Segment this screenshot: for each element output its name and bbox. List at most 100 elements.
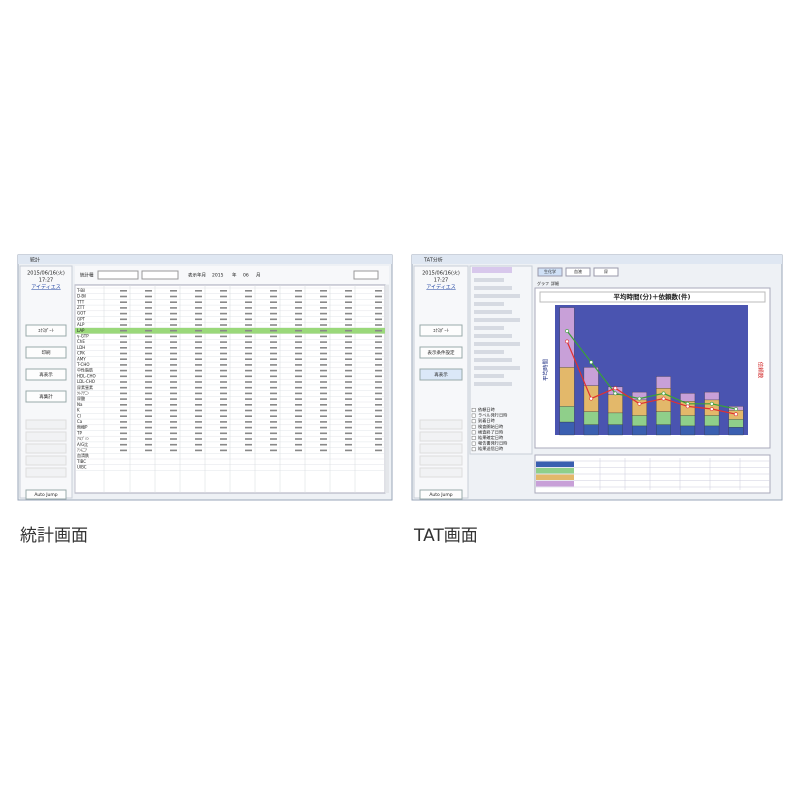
cell-value <box>145 290 152 292</box>
button[interactable] <box>25 346 67 359</box>
checkbox[interactable] <box>471 413 476 418</box>
cell-value <box>320 426 327 429</box>
dropdown[interactable] <box>97 270 139 280</box>
cell-value <box>320 409 327 412</box>
button[interactable] <box>25 489 67 500</box>
cell-value <box>220 438 227 440</box>
button[interactable] <box>419 467 463 478</box>
button[interactable] <box>419 431 463 442</box>
line-point <box>589 360 594 365</box>
button[interactable] <box>419 368 463 381</box>
cell-value <box>245 443 252 446</box>
cell-value <box>295 369 302 372</box>
cell-value <box>375 290 382 292</box>
cell-value <box>320 358 327 360</box>
button[interactable] <box>419 419 463 430</box>
cell-value <box>120 312 127 315</box>
cell-value <box>295 335 302 338</box>
cell-value <box>195 290 202 292</box>
row-label: LDH <box>77 345 85 350</box>
button[interactable] <box>419 489 463 500</box>
date: 2015/06/16(火) <box>27 271 65 277</box>
button[interactable] <box>419 346 463 359</box>
cell-value <box>245 307 252 309</box>
cell-value <box>195 415 202 417</box>
dropdown[interactable] <box>353 270 379 280</box>
cell-value <box>145 426 152 429</box>
control <box>474 318 520 322</box>
toolbar-button[interactable] <box>537 267 563 277</box>
cell-value <box>170 443 177 446</box>
button[interactable] <box>25 443 67 454</box>
row-label: Ca <box>77 419 83 424</box>
cell-value <box>295 409 302 412</box>
cell-value <box>270 386 277 389</box>
cell-value <box>375 318 382 321</box>
cell-value <box>345 318 352 321</box>
title-bar <box>18 255 392 264</box>
line-point <box>734 412 738 417</box>
button[interactable] <box>25 467 67 478</box>
cell-value <box>295 421 302 423</box>
button[interactable] <box>25 324 67 337</box>
dropdown[interactable] <box>141 270 179 280</box>
cell-value <box>320 392 327 395</box>
cell-value <box>245 386 252 389</box>
cell-value <box>295 404 302 406</box>
checkbox[interactable] <box>471 447 476 452</box>
bar-segment <box>728 419 744 428</box>
cell-value <box>145 307 152 309</box>
cell-value <box>145 386 152 389</box>
cell-value <box>195 341 202 343</box>
cell-value <box>220 409 227 412</box>
cell-value <box>320 290 327 292</box>
bar-segment <box>656 376 671 389</box>
legend-swatch <box>536 468 574 474</box>
cell-value <box>120 392 127 395</box>
row-label: 血清鉄 <box>77 452 89 458</box>
y2-axis-label: 依頼数 <box>757 362 765 379</box>
button[interactable] <box>419 455 463 466</box>
cell-value <box>195 438 202 440</box>
cell-value <box>120 449 127 452</box>
checkbox[interactable] <box>471 408 476 412</box>
cell-value <box>345 432 352 435</box>
checkbox[interactable] <box>471 436 476 440</box>
row-label: 無機P <box>77 424 88 430</box>
checkbox[interactable] <box>471 441 476 446</box>
toolbar-button[interactable] <box>593 267 619 277</box>
cell-value <box>145 409 152 412</box>
cell-value <box>320 347 327 349</box>
cell-value <box>245 449 252 452</box>
cell-value <box>375 295 382 298</box>
bar-segment <box>583 367 599 386</box>
cell-value <box>195 324 202 326</box>
cell-value <box>295 312 302 315</box>
toolbar-button[interactable] <box>565 267 591 277</box>
button[interactable] <box>419 324 463 337</box>
cell-value <box>345 301 352 303</box>
bar-segment <box>607 412 623 425</box>
cell-value <box>195 375 202 378</box>
checkbox[interactable] <box>471 430 476 435</box>
button[interactable] <box>25 455 67 466</box>
cell-value <box>270 295 277 298</box>
cell-value <box>145 341 152 343</box>
button[interactable] <box>25 431 67 442</box>
checkbox[interactable] <box>471 419 476 424</box>
cell-value <box>145 375 152 378</box>
cell-value <box>195 432 202 435</box>
button[interactable] <box>25 368 67 381</box>
button[interactable] <box>25 390 67 403</box>
checkbox[interactable] <box>471 424 476 429</box>
chart-title-box <box>539 291 766 303</box>
cell-value <box>320 438 327 440</box>
cell-value <box>195 443 202 446</box>
button[interactable] <box>419 443 463 454</box>
button[interactable] <box>25 419 67 430</box>
cell-value <box>245 409 252 412</box>
cell-value <box>375 404 382 406</box>
time: 17:27 <box>39 278 53 284</box>
toolbar-label: 生化学 <box>544 268 556 274</box>
cell-value <box>320 364 327 366</box>
